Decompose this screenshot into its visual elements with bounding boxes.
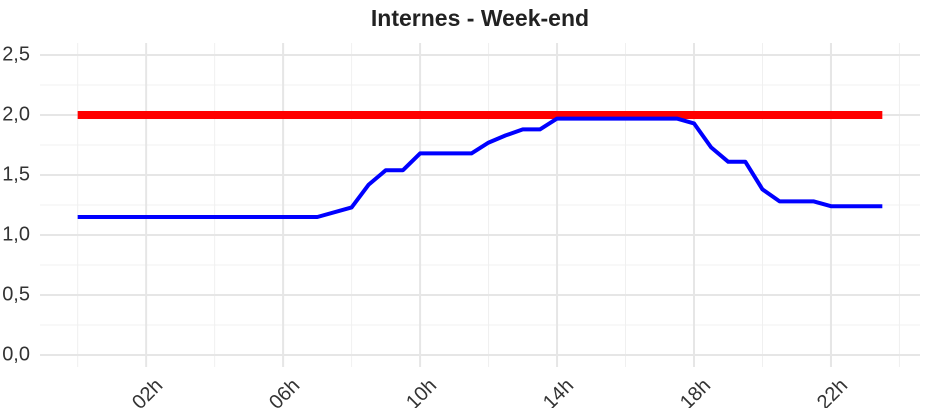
x-tick-label: 10h xyxy=(402,375,441,408)
x-tick-label: 06h xyxy=(265,375,304,408)
y-tick-label: 0,0 xyxy=(2,343,30,365)
y-tick-label: 2,0 xyxy=(2,103,30,125)
y-tick-label: 0,5 xyxy=(2,283,30,305)
line xyxy=(77,116,883,219)
x-tick-label: 02h xyxy=(128,375,167,408)
x-tick-label: 18h xyxy=(676,375,715,408)
y-tick-label: 1,0 xyxy=(2,223,30,245)
y-tick-label: 2,5 xyxy=(2,43,30,65)
x-tick-label: 14h xyxy=(539,375,578,408)
x-tick-label: 22h xyxy=(813,375,852,408)
chart-title: Internes - Week-end xyxy=(371,5,589,31)
y-tick-label: 1,5 xyxy=(2,163,30,185)
